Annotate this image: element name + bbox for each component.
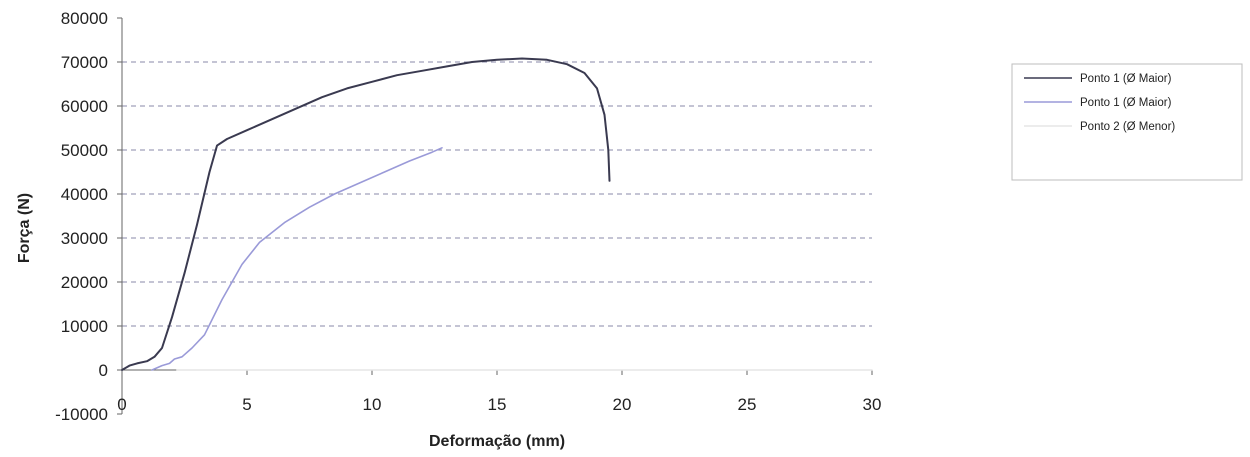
- x-tick-label: 20: [613, 395, 632, 414]
- x-tick-label: 25: [738, 395, 757, 414]
- series-line-1: [121, 57, 611, 371]
- x-tick-label: 15: [488, 395, 507, 414]
- y-axis-title: Força (N): [16, 193, 33, 263]
- series-lines: [121, 57, 873, 371]
- tick-labels: -10000 0 10000 20000 30000 40000 50000 60000 700…: [55, 9, 881, 424]
- y-tick-label: 60000: [61, 97, 108, 116]
- y-tick-label: 30000: [61, 229, 108, 248]
- y-tick-label: 70000: [61, 53, 108, 72]
- x-tick-label: 10: [363, 395, 382, 414]
- legend-box: [1011, 63, 1243, 181]
- y-tick-label: -10000: [55, 405, 108, 424]
- legend: Ponto 1 (Ø Maior) Ponto 1 (Ø Maior) Ponto …: [1011, 63, 1243, 181]
- grid-lines: [122, 61, 872, 327]
- y-tick-label: 10000: [61, 317, 108, 336]
- x-tick-label: 0: [117, 395, 126, 414]
- x-tick-label: 5: [242, 395, 251, 414]
- y-tick-label: 0: [99, 361, 108, 380]
- y-tick-label: 40000: [61, 185, 108, 204]
- legend-label-2: Ponto 1 (Ø Maior): [1080, 97, 1172, 109]
- y-tick-label: 50000: [61, 141, 108, 160]
- legend-label-3: Ponto 2 (Ø Menor): [1080, 121, 1175, 133]
- axes: [117, 17, 873, 415]
- y-tick-label: 20000: [61, 273, 108, 292]
- x-axis-title: Deformação (mm): [429, 433, 565, 450]
- x-tick-label: 30: [863, 395, 882, 414]
- series-line-2: [151, 147, 443, 371]
- y-tick-label: 80000: [61, 9, 108, 28]
- legend-label-1: Ponto 1 (Ø Maior): [1080, 73, 1172, 85]
